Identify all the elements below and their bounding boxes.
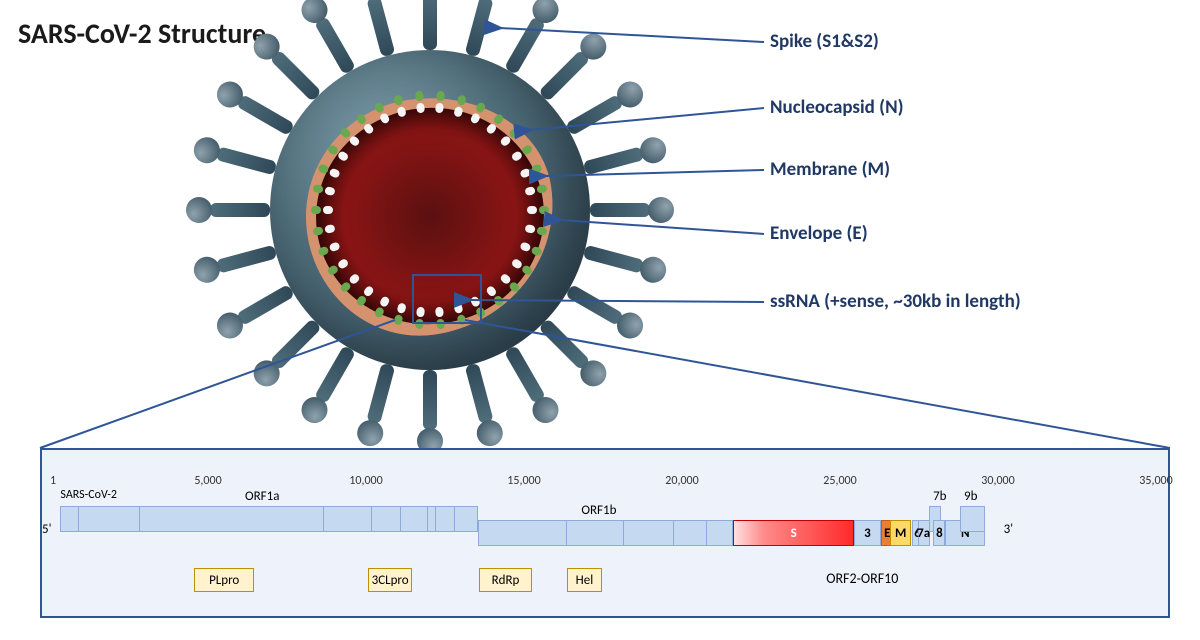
spike-icon xyxy=(583,245,645,274)
genome-segment-ORF9b xyxy=(960,506,985,532)
pointer-label: Envelope (E) xyxy=(770,222,868,245)
scale-tick-label: 10,000 xyxy=(349,474,382,488)
segment-label: 9b xyxy=(964,489,977,504)
scale-tick-label: 20,000 xyxy=(665,474,698,488)
membrane-protein-icon xyxy=(527,206,549,214)
sars-label: SARS-CoV-2 xyxy=(60,488,117,502)
spike-icon xyxy=(465,0,494,57)
genome-segment-ORF1a xyxy=(60,506,477,532)
spike-icon xyxy=(538,49,590,101)
genome-segment-ORF3: 3 xyxy=(854,520,880,546)
spike-icon xyxy=(423,0,437,50)
scale-tick-label: 30,000 xyxy=(981,474,1014,488)
spike-icon xyxy=(565,284,624,326)
scale-tick-label: 5,000 xyxy=(194,474,221,488)
genome-segment-M: M xyxy=(890,520,911,546)
spike-icon xyxy=(314,345,356,404)
scale-tick-label: 25,000 xyxy=(823,474,856,488)
spike-icon xyxy=(583,146,645,175)
protein-3CLpro: 3CLpro xyxy=(368,568,412,592)
spike-icon xyxy=(216,146,278,175)
protein-RdRp: RdRp xyxy=(479,568,533,592)
pointer-label: Membrane (M) xyxy=(770,158,890,181)
spike-icon xyxy=(216,245,278,274)
spike-icon xyxy=(565,94,624,136)
spike-icon xyxy=(538,318,590,370)
virus-illustration xyxy=(210,0,650,430)
spike-icon xyxy=(236,94,295,136)
spike-icon xyxy=(465,363,494,425)
protein-Hel: Hel xyxy=(567,568,602,592)
rna-highlight-box xyxy=(412,274,482,324)
orf-region-label: ORF2-ORF10 xyxy=(826,570,898,587)
pointer-label: ssRNA (+sense, ~30kb in length) xyxy=(770,290,1021,313)
spike-icon xyxy=(210,203,270,217)
figure: SARS-CoV-2 StructureSpike (S1&S2)Nucleoc… xyxy=(0,0,1200,640)
spike-icon xyxy=(590,203,650,217)
five-prime-label: 5' xyxy=(42,522,51,537)
spike-icon xyxy=(504,345,546,404)
scale-tick-label: 15,000 xyxy=(507,474,540,488)
segment-label: ORF1b xyxy=(581,503,616,518)
spike-icon xyxy=(423,370,437,430)
spike-icon xyxy=(269,49,321,101)
spike-icon xyxy=(314,16,356,75)
spike-icon xyxy=(236,284,295,326)
scale-tick-label: 1 xyxy=(50,474,56,488)
spike-icon xyxy=(366,0,395,57)
segment-label: 7b xyxy=(933,489,946,504)
spike-icon xyxy=(269,318,321,370)
genome-segment-ORF1b xyxy=(478,520,734,546)
protein-PLpro: PLpro xyxy=(194,568,254,592)
three-prime-label: 3' xyxy=(1004,522,1013,537)
membrane-protein-icon xyxy=(311,206,333,214)
genome-segment-ORF8: 8 xyxy=(933,520,945,546)
scale-tick-label: 35,000 xyxy=(1139,474,1172,488)
genome-segment-S: S xyxy=(733,520,854,546)
spike-icon xyxy=(366,363,395,425)
spike-icon xyxy=(504,16,546,75)
segment-label: ORF1a xyxy=(245,489,279,504)
genome-segment-ORF7a: 7a xyxy=(918,520,930,546)
pointer-label: Nucleocapsid (N) xyxy=(770,96,904,119)
pointer-label: Spike (S1&S2) xyxy=(770,30,879,53)
